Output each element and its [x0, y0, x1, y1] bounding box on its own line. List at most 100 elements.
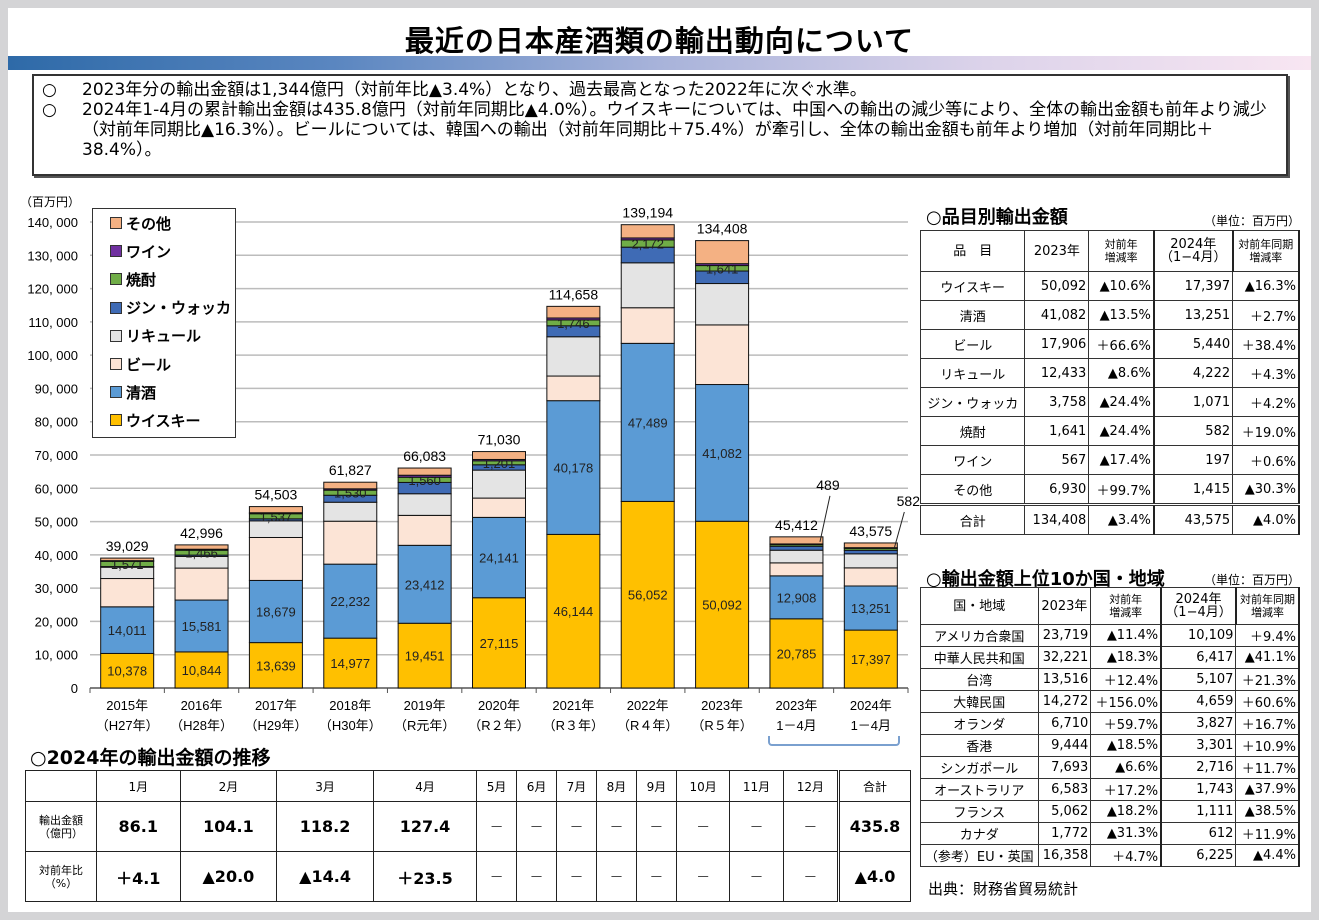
items-table-unit: （単位：百万円） — [1204, 214, 1301, 228]
table-header-row: 品 目 2023年 対前年 増減率 2024年 （1−4月） 対前年同期 増減率 — [919, 230, 1301, 272]
bar-segment — [695, 384, 750, 522]
row-label: 大韓民国 — [920, 690, 1039, 713]
y-tick-label: 90, 000 — [35, 381, 78, 396]
table-row: ジン・ウォッカ 3,758 ▲24.4% 1,071 ＋4.2% — [919, 387, 1301, 417]
bar-total-label: 66,083 — [403, 448, 446, 464]
cell-value: ▲38.5% — [1235, 800, 1301, 823]
cell-value: 6,583 — [1037, 778, 1092, 801]
y-tick-label: 40, 000 — [35, 548, 78, 563]
y-tick-label: 20, 000 — [35, 614, 78, 629]
cell-value: 197 — [1152, 445, 1234, 475]
cell-value: ▲16.3% — [1232, 271, 1301, 301]
month-header: 10月 — [675, 770, 731, 802]
y-tick-label: 10, 000 — [35, 648, 78, 663]
bar-segment — [620, 307, 675, 344]
stacked-bar-chart: （百万円） 0 10, 000 20, 000 30, 000 40, 000 50, 00… — [20, 195, 920, 733]
monthly-table: 1月 2月 3月 4月 5月 6月 7月 8月 9月 10月 11月 12月 合計 輸出金額 （億円） 86… — [25, 770, 911, 902]
bar-segment-label: 50,092 — [702, 598, 742, 613]
month-header: 3月 — [276, 770, 374, 802]
x-tick-label: 2016年 — [181, 698, 223, 713]
bar-total-label: 54,503 — [254, 487, 297, 503]
bar-segment — [397, 514, 452, 546]
x-tick-label: （R元年） — [394, 718, 455, 733]
cell-value: － — [729, 851, 784, 902]
cell-value: ▲31.3% — [1090, 822, 1162, 845]
cell-value: ＋4.2% — [1232, 387, 1301, 417]
cell-value: 567 — [1024, 445, 1090, 475]
x-tick-label: （H28年） — [170, 718, 233, 733]
bar-total-label: 114,658 — [549, 286, 599, 302]
table-row: ビール 17,906 ＋66.6% 5,440 ＋38.4% — [919, 329, 1301, 359]
callout-label: 582 — [897, 493, 920, 509]
bar-segment-label: 27,115 — [480, 636, 519, 651]
bar-segment-label: 14,011 — [108, 623, 147, 638]
x-tick-label: 2018年 — [329, 698, 371, 713]
bar-segment — [248, 506, 303, 514]
x-tick-label: （R５年） — [691, 718, 752, 733]
callout-label: 489 — [816, 477, 840, 493]
cell-value: ＋38.4% — [1232, 329, 1301, 359]
cell-value: 6,930 — [1024, 474, 1090, 505]
legend-label: リキュール — [126, 327, 202, 346]
bar-segment — [472, 516, 526, 599]
table-row: フランス 5,062 ▲18.2% 1,111 ▲38.5% — [920, 800, 1301, 823]
legend-item: その他 — [93, 209, 235, 237]
x-tick-label: 2024年 — [850, 698, 892, 713]
bar-segment — [397, 467, 452, 476]
bar-segment — [323, 501, 378, 522]
cell-value: 41,082 — [1024, 300, 1090, 330]
x-tick-label: 2023年 — [701, 698, 743, 713]
cell-value: ＋23.5 — [372, 851, 478, 902]
cell-value: 23,719 — [1037, 624, 1092, 647]
table-header-row: 国・地域 2023年 対前年 増減率 2024年 （1−4月） 対前年同期 増減率 — [920, 587, 1301, 625]
legend-item: ビール — [93, 350, 235, 378]
cell-value: 118.2 — [276, 801, 374, 852]
cell-value: － — [782, 851, 840, 902]
cell-value: ▲4.0 — [837, 851, 911, 902]
row-label: （参考）EU・英国 — [920, 844, 1039, 867]
row-label: ビール — [919, 329, 1026, 359]
table-row: 台湾 13,516 ＋12.4% 5,107 ＋21.3% — [920, 668, 1301, 691]
column-header: 対前年 増減率 — [1090, 587, 1162, 625]
row-label: ウイスキー — [919, 271, 1026, 301]
x-tick-label: 1－4月 — [776, 718, 816, 733]
countries-table: 国・地域 2023年 対前年 増減率 2024年 （1−4月） 対前年同期 増減率 アメリ… — [920, 587, 1301, 867]
cell-value: ＋4.7% — [1090, 844, 1162, 867]
bar-segment — [472, 469, 526, 499]
countries-table-title: ○輸出金額上位10か国・地域 — [926, 569, 1165, 590]
bar-segment — [248, 579, 303, 644]
cell-value: 4,222 — [1152, 358, 1234, 388]
cell-value: － — [595, 851, 637, 902]
row-label: オーストラリア — [920, 778, 1039, 801]
cell-value: 6,710 — [1037, 712, 1092, 735]
bar-segment-label: 10,378 — [107, 664, 147, 679]
bar-segment-label: 14,977 — [330, 656, 370, 671]
x-tick-label: 2022年 — [627, 698, 669, 713]
countries-table-unit: （単位：百万円） — [1204, 573, 1301, 587]
bar-segment-label: 13,251 — [851, 601, 891, 616]
bar-segment-label: 15,581 — [182, 619, 222, 634]
summary-line: ○ 2024年1-4月の累計輸出金額は435.8億円（対前年同期比▲4.0%）。… — [42, 100, 1278, 160]
bar-total-label: 43,575 — [849, 523, 892, 539]
bar-segment — [472, 497, 526, 518]
row-label: 輸出金額 （億円） — [25, 801, 97, 852]
bar-segment — [546, 375, 601, 402]
bar-segment-label: 12,908 — [777, 590, 817, 605]
cell-value: ＋11.7% — [1235, 756, 1301, 779]
bar-segment — [769, 545, 824, 551]
table-row: 清酒 41,082 ▲13.5% 13,251 ＋2.7% — [919, 300, 1301, 330]
table-row: カナダ 1,772 ▲31.3% 612 ＋11.9% — [920, 822, 1301, 845]
cell-value: 6,225 — [1160, 844, 1237, 867]
y-axis-unit-label: （百万円） — [20, 195, 80, 209]
x-tick-label: （H30年） — [319, 718, 382, 733]
items-table-title: ○品目別輸出金額 — [926, 207, 1068, 228]
corner-cell — [25, 770, 97, 802]
legend-item: ジン・ウォッカ — [93, 294, 235, 322]
x-tick-label: （H27年） — [96, 718, 159, 733]
cell-value: ＋4.1 — [96, 851, 181, 902]
bar-segment — [248, 536, 303, 581]
cell-value: 104.1 — [179, 801, 278, 852]
cell-value: ▲8.6% — [1088, 358, 1155, 388]
bar-segment — [397, 493, 452, 516]
cell-value: － — [595, 801, 637, 852]
